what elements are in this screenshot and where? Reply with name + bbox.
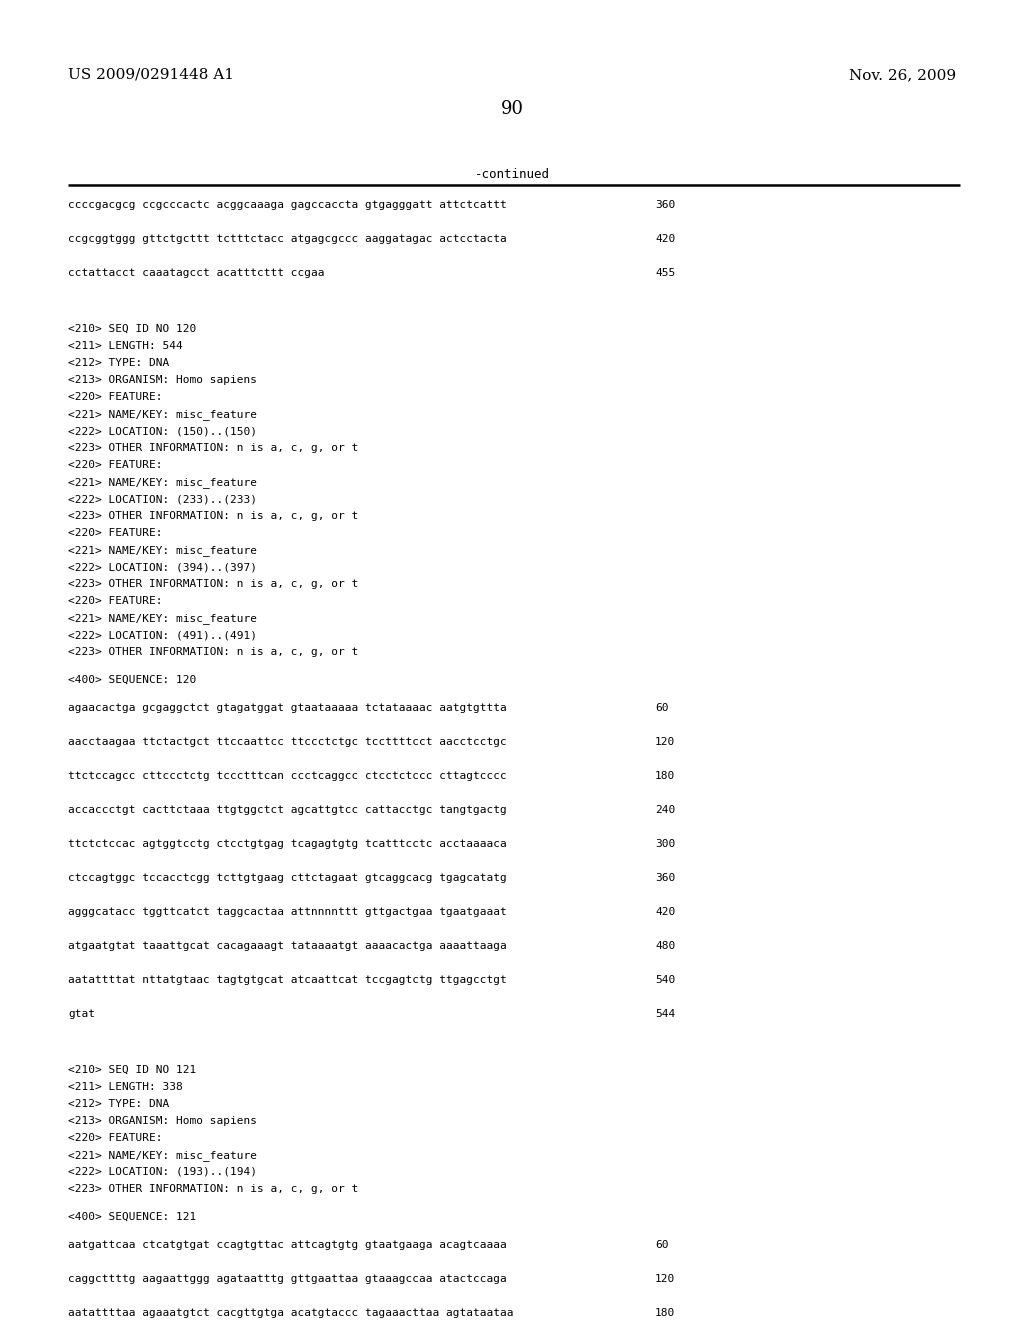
Text: ctccagtggc tccacctcgg tcttgtgaag cttctagaat gtcaggcacg tgagcatatg: ctccagtggc tccacctcgg tcttgtgaag cttctag…: [68, 873, 507, 883]
Text: 60: 60: [655, 704, 669, 713]
Text: ttctccagcc cttccctctg tccctttcan ccctcaggcc ctcctctccc cttagtcccc: ttctccagcc cttccctctg tccctttcan ccctcag…: [68, 771, 507, 781]
Text: <220> FEATURE:: <220> FEATURE:: [68, 459, 163, 470]
Text: <210> SEQ ID NO 121: <210> SEQ ID NO 121: [68, 1065, 197, 1074]
Text: 540: 540: [655, 975, 675, 985]
Text: ttctctccac agtggtcctg ctcctgtgag tcagagtgtg tcatttcctc acctaaaaca: ttctctccac agtggtcctg ctcctgtgag tcagagt…: [68, 840, 507, 849]
Text: <213> ORGANISM: Homo sapiens: <213> ORGANISM: Homo sapiens: [68, 375, 257, 385]
Text: <210> SEQ ID NO 120: <210> SEQ ID NO 120: [68, 323, 197, 334]
Text: ccccgacgcg ccgcccactc acggcaaaga gagccaccta gtgagggatt attctcattt: ccccgacgcg ccgcccactc acggcaaaga gagccac…: [68, 201, 507, 210]
Text: 120: 120: [655, 1274, 675, 1284]
Text: atgaatgtat taaattgcat cacagaaagt tataaaatgt aaaacactga aaaattaaga: atgaatgtat taaattgcat cacagaaagt tataaaa…: [68, 941, 507, 950]
Text: -continued: -continued: [474, 168, 550, 181]
Text: aatattttat nttatgtaac tagtgtgcat atcaattcat tccgagtctg ttgagcctgt: aatattttat nttatgtaac tagtgtgcat atcaatt…: [68, 975, 507, 985]
Text: 60: 60: [655, 1239, 669, 1250]
Text: <220> FEATURE:: <220> FEATURE:: [68, 1133, 163, 1143]
Text: <221> NAME/KEY: misc_feature: <221> NAME/KEY: misc_feature: [68, 477, 257, 488]
Text: <222> LOCATION: (491)..(491): <222> LOCATION: (491)..(491): [68, 630, 257, 640]
Text: <213> ORGANISM: Homo sapiens: <213> ORGANISM: Homo sapiens: [68, 1115, 257, 1126]
Text: <220> FEATURE:: <220> FEATURE:: [68, 597, 163, 606]
Text: 180: 180: [655, 771, 675, 781]
Text: agaacactga gcgaggctct gtagatggat gtaataaaaa tctataaaac aatgtgttta: agaacactga gcgaggctct gtagatggat gtaataa…: [68, 704, 507, 713]
Text: <221> NAME/KEY: misc_feature: <221> NAME/KEY: misc_feature: [68, 545, 257, 556]
Text: cctattacct caaatagcct acatttcttt ccgaa: cctattacct caaatagcct acatttcttt ccgaa: [68, 268, 325, 279]
Text: 120: 120: [655, 737, 675, 747]
Text: 420: 420: [655, 907, 675, 917]
Text: <222> LOCATION: (193)..(194): <222> LOCATION: (193)..(194): [68, 1167, 257, 1177]
Text: <223> OTHER INFORMATION: n is a, c, g, or t: <223> OTHER INFORMATION: n is a, c, g, o…: [68, 579, 358, 589]
Text: 90: 90: [501, 100, 523, 117]
Text: <221> NAME/KEY: misc_feature: <221> NAME/KEY: misc_feature: [68, 1150, 257, 1160]
Text: <400> SEQUENCE: 121: <400> SEQUENCE: 121: [68, 1212, 197, 1222]
Text: <223> OTHER INFORMATION: n is a, c, g, or t: <223> OTHER INFORMATION: n is a, c, g, o…: [68, 1184, 358, 1195]
Text: 480: 480: [655, 941, 675, 950]
Text: <222> LOCATION: (233)..(233): <222> LOCATION: (233)..(233): [68, 494, 257, 504]
Text: <220> FEATURE:: <220> FEATURE:: [68, 528, 163, 539]
Text: gtat: gtat: [68, 1008, 95, 1019]
Text: caggcttttg aagaattggg agataatttg gttgaattaa gtaaagccaa atactccaga: caggcttttg aagaattggg agataatttg gttgaat…: [68, 1274, 507, 1284]
Text: <400> SEQUENCE: 120: <400> SEQUENCE: 120: [68, 675, 197, 685]
Text: <223> OTHER INFORMATION: n is a, c, g, or t: <223> OTHER INFORMATION: n is a, c, g, o…: [68, 444, 358, 453]
Text: 300: 300: [655, 840, 675, 849]
Text: <221> NAME/KEY: misc_feature: <221> NAME/KEY: misc_feature: [68, 409, 257, 420]
Text: <211> LENGTH: 544: <211> LENGTH: 544: [68, 341, 182, 351]
Text: ccgcggtggg gttctgcttt tctttctacc atgagcgccc aaggatagac actcctacta: ccgcggtggg gttctgcttt tctttctacc atgagcg…: [68, 234, 507, 244]
Text: <212> TYPE: DNA: <212> TYPE: DNA: [68, 1100, 169, 1109]
Text: 360: 360: [655, 201, 675, 210]
Text: 180: 180: [655, 1308, 675, 1317]
Text: aatattttaa agaaatgtct cacgttgtga acatgtaccc tagaaacttaa agtataataa: aatattttaa agaaatgtct cacgttgtga acatgta…: [68, 1308, 513, 1317]
Text: accaccctgt cacttctaaa ttgtggctct agcattgtcc cattacctgc tangtgactg: accaccctgt cacttctaaa ttgtggctct agcattg…: [68, 805, 507, 814]
Text: aatgattcaa ctcatgtgat ccagtgttac attcagtgtg gtaatgaaga acagtcaaaa: aatgattcaa ctcatgtgat ccagtgttac attcagt…: [68, 1239, 507, 1250]
Text: 240: 240: [655, 805, 675, 814]
Text: 420: 420: [655, 234, 675, 244]
Text: <223> OTHER INFORMATION: n is a, c, g, or t: <223> OTHER INFORMATION: n is a, c, g, o…: [68, 647, 358, 657]
Text: <223> OTHER INFORMATION: n is a, c, g, or t: <223> OTHER INFORMATION: n is a, c, g, o…: [68, 511, 358, 521]
Text: 360: 360: [655, 873, 675, 883]
Text: US 2009/0291448 A1: US 2009/0291448 A1: [68, 69, 234, 82]
Text: <222> LOCATION: (394)..(397): <222> LOCATION: (394)..(397): [68, 562, 257, 572]
Text: <221> NAME/KEY: misc_feature: <221> NAME/KEY: misc_feature: [68, 612, 257, 624]
Text: aacctaagaa ttctactgct ttccaattcc ttccctctgc tccttttcct aacctcctgc: aacctaagaa ttctactgct ttccaattcc ttccctc…: [68, 737, 507, 747]
Text: <222> LOCATION: (150)..(150): <222> LOCATION: (150)..(150): [68, 426, 257, 436]
Text: <212> TYPE: DNA: <212> TYPE: DNA: [68, 358, 169, 368]
Text: 455: 455: [655, 268, 675, 279]
Text: agggcatacc tggttcatct taggcactaa attnnnnttt gttgactgaa tgaatgaaat: agggcatacc tggttcatct taggcactaa attnnnn…: [68, 907, 507, 917]
Text: <220> FEATURE:: <220> FEATURE:: [68, 392, 163, 403]
Text: <211> LENGTH: 338: <211> LENGTH: 338: [68, 1082, 182, 1092]
Text: 544: 544: [655, 1008, 675, 1019]
Text: Nov. 26, 2009: Nov. 26, 2009: [849, 69, 956, 82]
